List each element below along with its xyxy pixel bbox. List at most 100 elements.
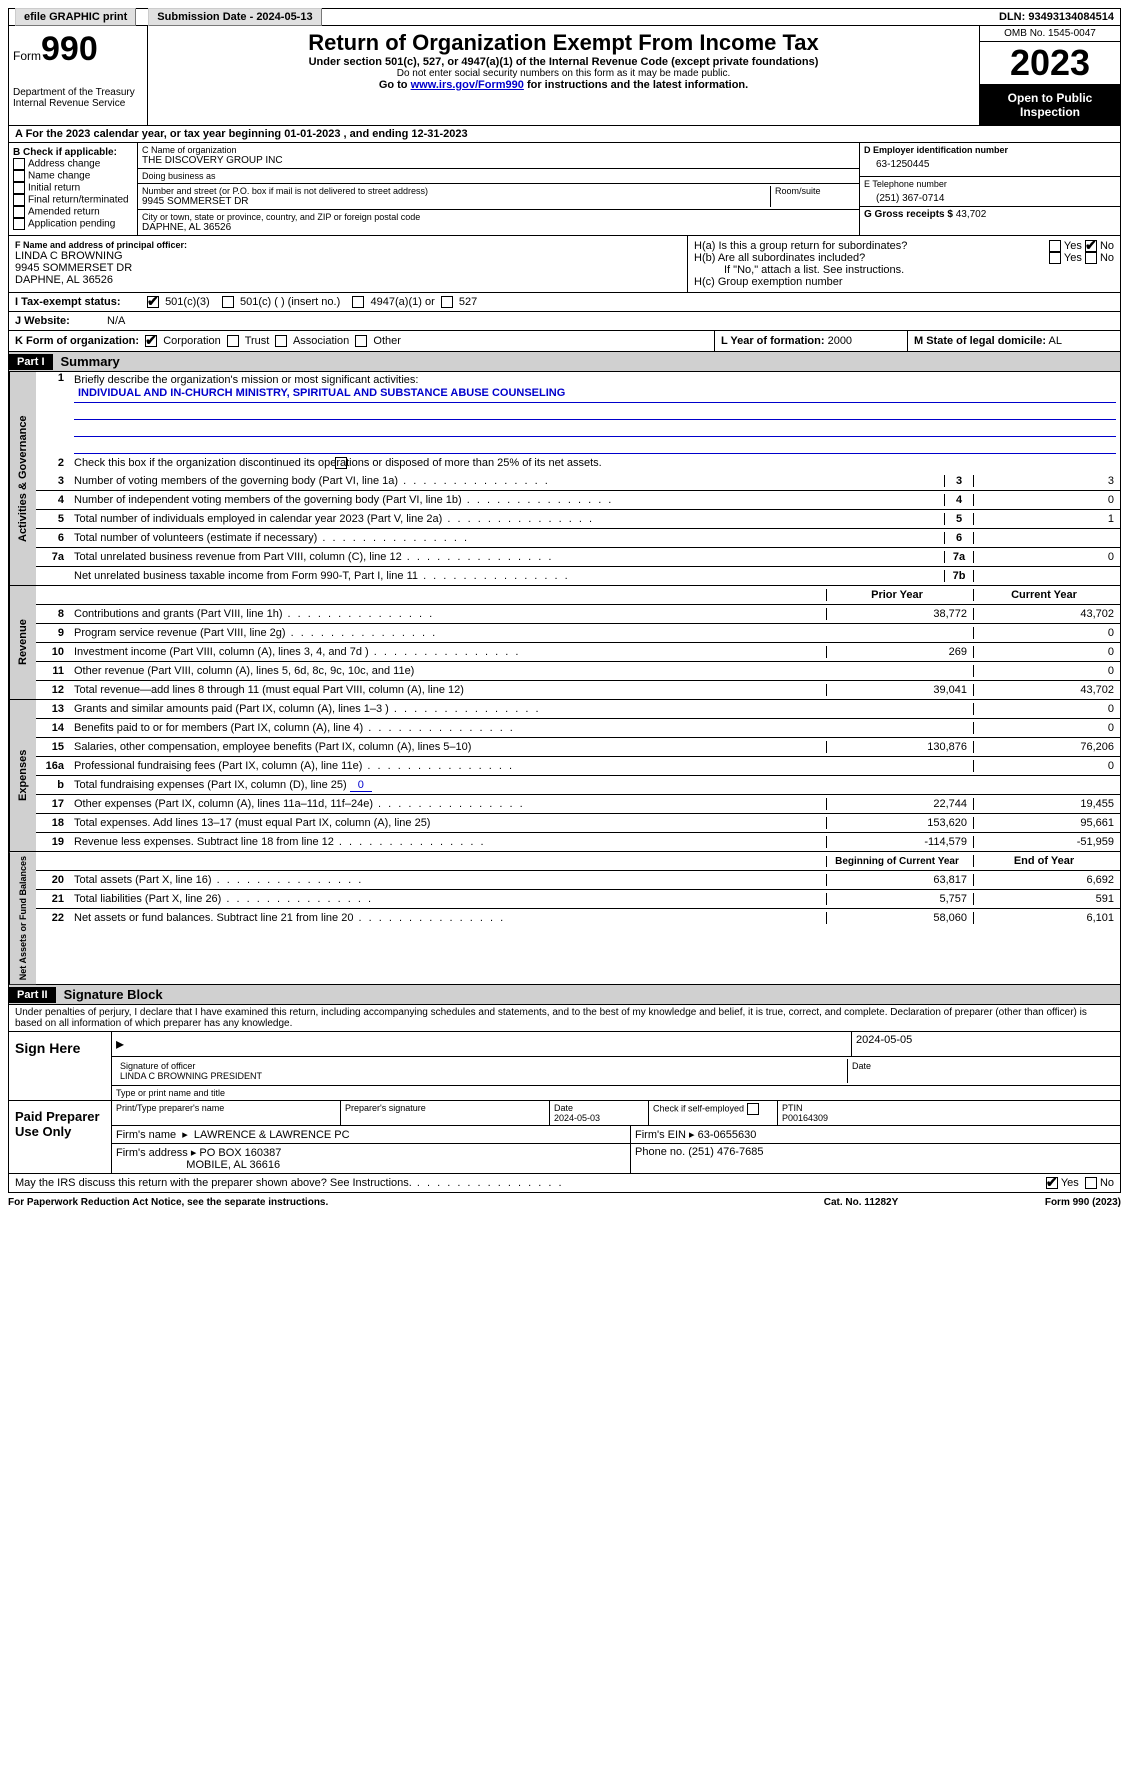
phone-label: E Telephone number: [864, 179, 1116, 189]
phone-value: (251) 367-0714: [864, 189, 1116, 204]
lbl-501c: 501(c) ( ) (insert no.): [240, 296, 340, 308]
cb-501c[interactable]: [222, 296, 234, 308]
submission-date-button[interactable]: Submission Date - 2024-05-13: [148, 8, 321, 26]
c16a: 0: [973, 760, 1120, 772]
cb-527[interactable]: [441, 296, 453, 308]
ein-value: 63-1250445: [864, 155, 1116, 174]
city-state-zip: DAPHNE, AL 36526: [142, 222, 855, 233]
irs-label: Internal Revenue Service: [13, 98, 143, 109]
cb-initial-return[interactable]: [13, 182, 25, 194]
open-inspection: Open to Public Inspection: [980, 85, 1120, 125]
lbl-501c3: 501(c)(3): [165, 296, 210, 308]
c10: 0: [973, 646, 1120, 658]
paid-preparer-label: Paid Preparer Use Only: [9, 1101, 112, 1173]
part1-header: Part I Summary: [8, 352, 1121, 372]
cb-amended[interactable]: [13, 206, 25, 218]
cb-line2[interactable]: [335, 457, 347, 469]
line22-text: Net assets or fund balances. Subtract li…: [70, 910, 826, 926]
lbl-name-change: Name change: [28, 171, 90, 182]
sign-here-label: Sign Here: [9, 1032, 112, 1100]
c21: 591: [973, 893, 1120, 905]
c14: 0: [973, 722, 1120, 734]
sig-officer-label: Signature of officer: [120, 1061, 195, 1071]
line17-text: Other expenses (Part IX, column (A), lin…: [70, 796, 826, 812]
cb-self-employed[interactable]: [747, 1103, 759, 1115]
cb-final-return[interactable]: [13, 194, 25, 206]
irs-link[interactable]: www.irs.gov/Form990: [411, 79, 524, 91]
tab-expenses: Expenses: [9, 700, 36, 851]
line20-text: Total assets (Part X, line 16): [70, 872, 826, 888]
c20: 6,692: [973, 874, 1120, 886]
cb-ha-no[interactable]: [1085, 240, 1097, 252]
lbl-assoc: Association: [293, 335, 349, 347]
line3-text: Number of voting members of the governin…: [70, 473, 944, 489]
discuss-question: May the IRS discuss this return with the…: [15, 1177, 1046, 1189]
c-name-label: C Name of organization: [142, 145, 855, 155]
part2-tag: Part II: [9, 987, 56, 1003]
hdr-eoy: End of Year: [973, 855, 1120, 867]
ptin-label: PTIN: [782, 1103, 803, 1113]
officer-city: DAPHNE, AL 36526: [15, 274, 681, 286]
efile-print-button[interactable]: efile GRAPHIC print: [15, 8, 136, 26]
identity-grid: B Check if applicable: Address change Na…: [8, 143, 1121, 236]
line13-text: Grants and similar amounts paid (Part IX…: [70, 701, 826, 717]
prep-date-label: Date: [554, 1103, 573, 1113]
cb-assoc[interactable]: [275, 335, 287, 347]
ptin-value: P00164309: [782, 1113, 828, 1123]
prep-sig-label: Preparer's signature: [345, 1103, 426, 1113]
top-bar: efile GRAPHIC print Submission Date - 20…: [8, 8, 1121, 26]
perjury-statement: Under penalties of perjury, I declare th…: [8, 1005, 1121, 1032]
cb-hb-no[interactable]: [1085, 252, 1097, 264]
addr-label: Number and street (or P.O. box if mail i…: [142, 186, 766, 196]
cb-other[interactable]: [355, 335, 367, 347]
line14-text: Benefits paid to or for members (Part IX…: [70, 720, 826, 736]
cb-address-change[interactable]: [13, 158, 25, 170]
line16b-val: 0: [350, 779, 372, 792]
date-label: Date: [847, 1059, 1116, 1083]
cb-4947[interactable]: [352, 296, 364, 308]
dln-text: DLN: 93493134084514: [993, 9, 1120, 25]
lbl-discuss-no: No: [1100, 1177, 1114, 1189]
cb-hb-yes[interactable]: [1049, 252, 1061, 264]
ein-label: D Employer identification number: [864, 145, 1116, 155]
val-3: 3: [974, 475, 1120, 487]
self-emp-label: Check if self-employed: [653, 1104, 744, 1114]
cb-corp[interactable]: [145, 335, 157, 347]
hb-note: If "No," attach a list. See instructions…: [694, 264, 1114, 276]
lbl-initial-return: Initial return: [28, 183, 80, 194]
form-word: Form: [13, 49, 41, 63]
part2-header: Part II Signature Block: [8, 985, 1121, 1005]
cb-trust[interactable]: [227, 335, 239, 347]
firm-name: LAWRENCE & LAWRENCE PC: [194, 1129, 350, 1141]
prep-date: 2024-05-03: [554, 1113, 600, 1123]
line11-text: Other revenue (Part VIII, column (A), li…: [70, 663, 826, 679]
form-subtitle: Under section 501(c), 527, or 4947(a)(1)…: [152, 56, 975, 68]
cb-501c3[interactable]: [147, 296, 159, 308]
dba-label: Doing business as: [142, 171, 855, 181]
cb-discuss-no[interactable]: [1085, 1177, 1097, 1189]
pra-notice: For Paperwork Reduction Act Notice, see …: [8, 1197, 761, 1208]
cb-ha-yes[interactable]: [1049, 240, 1061, 252]
goto-post: for instructions and the latest informat…: [524, 79, 748, 91]
m-label: M State of legal domicile:: [914, 335, 1046, 347]
tax-year: 2023: [980, 42, 1120, 85]
part2-title: Signature Block: [56, 985, 171, 1004]
part1-tag: Part I: [9, 354, 53, 370]
cb-name-change[interactable]: [13, 170, 25, 182]
lbl-527: 527: [459, 296, 477, 308]
firm-addr2: MOBILE, AL 36616: [186, 1159, 280, 1171]
row-klm: K Form of organization: Corporation Trus…: [8, 331, 1121, 352]
firm-phone-label: Phone no.: [635, 1146, 685, 1158]
state-domicile: AL: [1048, 335, 1061, 347]
line16a-text: Professional fundraising fees (Part IX, …: [70, 758, 826, 774]
k-label: K Form of organization:: [15, 335, 139, 347]
cb-discuss-yes[interactable]: [1046, 1177, 1058, 1189]
line8-text: Contributions and grants (Part VIII, lin…: [70, 606, 826, 622]
mission-blank1: [74, 403, 1116, 420]
section-revenue: Revenue bPrior YearCurrent Year 8Contrib…: [8, 586, 1121, 700]
cb-app-pending[interactable]: [13, 218, 25, 230]
c11: 0: [973, 665, 1120, 677]
lbl-no: No: [1100, 240, 1114, 252]
p17: 22,744: [826, 798, 973, 810]
firm-addr-label: Firm's address: [116, 1147, 188, 1159]
